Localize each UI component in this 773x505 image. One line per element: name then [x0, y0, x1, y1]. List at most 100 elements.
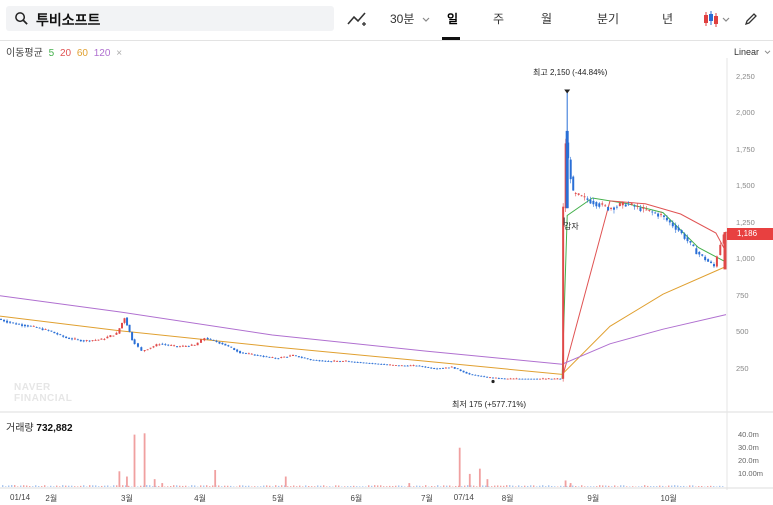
candle-body [321, 360, 324, 362]
candle-body [47, 329, 50, 331]
volume-bar [680, 486, 682, 487]
tab-day[interactable]: 일 [447, 12, 459, 26]
candle-body [109, 335, 112, 338]
volume-tick-label: 40.0m [738, 429, 759, 439]
volume-bar [74, 486, 76, 487]
candle-body [23, 324, 26, 327]
candle-body [651, 211, 654, 213]
tab-week[interactable]: 주 [493, 12, 505, 26]
volume-bar [335, 485, 337, 487]
candle-body [176, 346, 179, 347]
candle-body [212, 339, 215, 341]
candle-body [645, 209, 648, 211]
candle-body [648, 210, 651, 211]
candle-body [315, 360, 318, 361]
candle-body [365, 362, 368, 364]
volume-bar [491, 486, 493, 487]
volume-bar [377, 485, 379, 487]
candle-body [341, 361, 344, 362]
pencil-icon[interactable] [744, 12, 758, 26]
candle-body [170, 345, 173, 347]
candle-body [356, 361, 359, 363]
volume-spike [284, 476, 287, 487]
candle-body [35, 327, 38, 328]
candle-body [541, 378, 544, 380]
volume-bar [500, 485, 502, 487]
volume-bar [314, 486, 316, 487]
volume-bar [356, 486, 358, 487]
candle-body [586, 198, 589, 200]
candle-body [128, 324, 131, 332]
candle-body [695, 248, 698, 255]
candle-body [654, 212, 657, 214]
chart-type-select[interactable] [702, 10, 730, 33]
candle-body [642, 207, 645, 209]
draw-line-icon[interactable] [347, 11, 367, 27]
candle-body [400, 365, 403, 367]
tab-quarter[interactable]: 분기 [597, 12, 620, 26]
candle-body [333, 360, 336, 362]
candle-body [427, 367, 430, 368]
x-tick-label: 07/14 [453, 493, 474, 502]
candle-body [65, 336, 68, 339]
volume-bar [221, 486, 223, 487]
candle-body [592, 200, 595, 205]
candle-body [391, 364, 394, 366]
close-icon[interactable]: × [116, 48, 123, 59]
volume-bar [104, 485, 106, 487]
candle-body [271, 357, 274, 359]
volume-bar [80, 485, 82, 487]
search-box[interactable]: 투비소프트 [6, 6, 334, 31]
candle-body [618, 203, 621, 206]
scale-select[interactable]: Linear [734, 47, 771, 57]
candle-body [547, 378, 550, 380]
stock-name: 투비소프트 [36, 12, 101, 28]
volume-spike [468, 473, 471, 487]
candle-body [227, 345, 230, 347]
candle-body [230, 346, 233, 348]
candle-body [468, 373, 471, 375]
candle-body [318, 360, 321, 362]
candle-body [68, 337, 71, 339]
volume-bar [59, 486, 61, 487]
chevron-down-icon [764, 50, 770, 55]
candle-body [394, 365, 397, 366]
volume-bar [239, 485, 241, 487]
interval-label: 30분 [390, 12, 415, 26]
tab-month[interactable]: 월 [541, 12, 553, 26]
interval-select[interactable]: 30분 [390, 10, 430, 27]
volume-bar [272, 486, 274, 487]
candle-body [483, 376, 486, 378]
candle-body [324, 360, 327, 362]
volume-bar [461, 486, 463, 487]
candle-body [518, 378, 521, 380]
volume-bar [146, 485, 148, 487]
high-marker [564, 89, 571, 94]
volume-bar [158, 486, 160, 487]
volume-bar [89, 485, 91, 487]
candle-body [312, 359, 315, 361]
candle-body [262, 355, 265, 357]
volume-bar [644, 485, 646, 487]
volume-bar [395, 485, 397, 487]
candle-body [327, 361, 330, 362]
volume-bar [380, 485, 382, 487]
volume-bar [245, 485, 247, 487]
candle-body [544, 378, 547, 380]
ma-label: 이동평균 [6, 48, 43, 59]
volume-bar [323, 485, 325, 487]
tab-year[interactable]: 년 [662, 12, 674, 26]
candle-body [403, 365, 406, 367]
volume-bar [254, 486, 256, 487]
volume-bar [668, 485, 670, 487]
volume-bar [14, 485, 16, 487]
candle-body [289, 355, 292, 357]
volume-bar [455, 485, 457, 487]
candle-body [359, 362, 362, 364]
ma-legend[interactable]: 이동평균 5 20 60 120 × [6, 44, 125, 59]
volume-spike [153, 479, 156, 487]
x-tick-label: 6월 [350, 494, 363, 503]
volume-bar [437, 485, 439, 487]
candle-body [627, 203, 630, 205]
